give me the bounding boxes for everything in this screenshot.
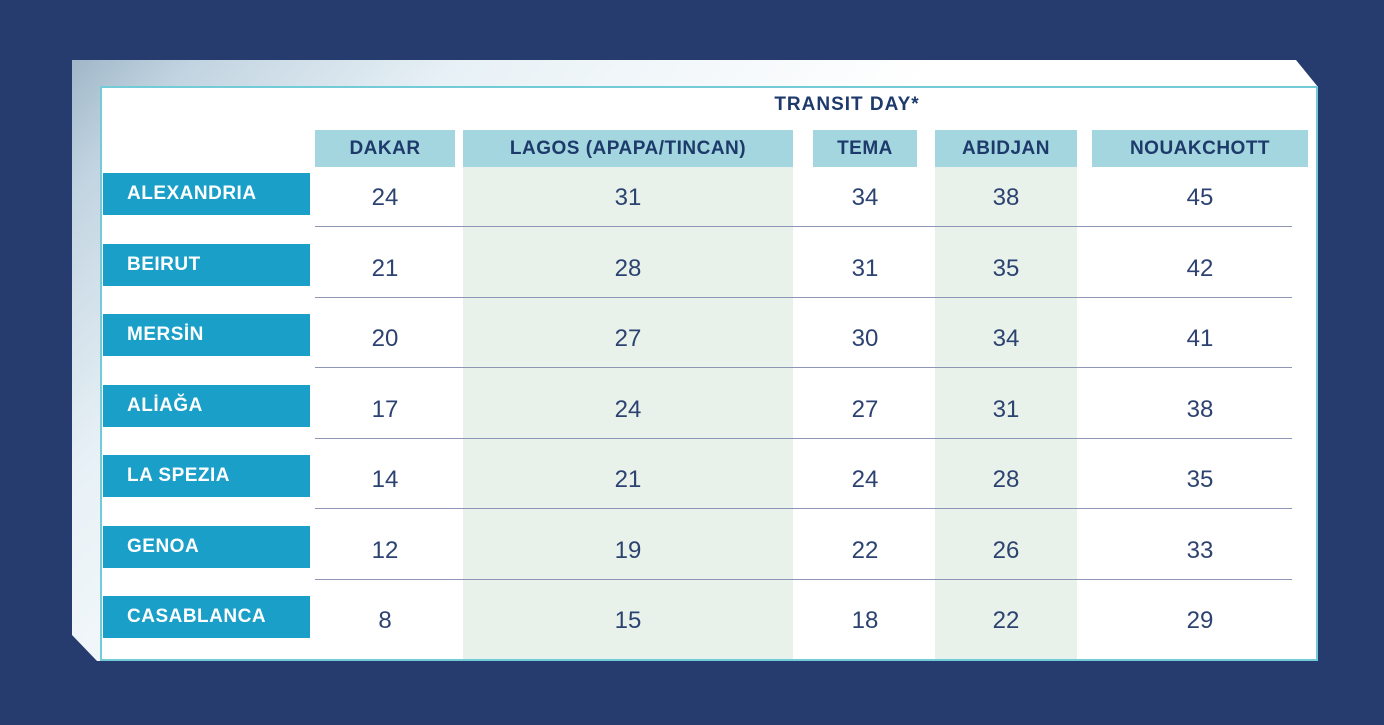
row-header-aliaga: ALİAĞA — [103, 384, 310, 427]
row-header-mersin: MERSİN — [103, 314, 310, 356]
value-cell: 42 — [1186, 254, 1214, 282]
value-cell: 45 — [1186, 184, 1214, 211]
value-cell: 19 — [614, 536, 642, 564]
value-cell: 20 — [371, 325, 399, 352]
row-divider — [315, 508, 1292, 509]
column-header-abidjan: ABIDJAN — [935, 130, 1077, 167]
value-cell: 8 — [378, 607, 392, 634]
table-title: TRANSIT DAY* — [774, 94, 920, 115]
value-cell: 17 — [371, 395, 399, 423]
value-cell: 18 — [851, 607, 879, 634]
value-cell: 38 — [992, 184, 1020, 211]
value-cell: 34 — [992, 325, 1020, 352]
value-cell: 27 — [614, 325, 642, 352]
value-cell: 31 — [614, 184, 642, 211]
row-header-alexandria: ALEXANDRIA — [103, 173, 310, 215]
value-cell: 38 — [1186, 395, 1214, 423]
value-cell: 12 — [371, 536, 399, 564]
value-cell: 24 — [851, 466, 879, 493]
value-cell: 34 — [851, 184, 879, 211]
transit-days-table-card: TRANSIT DAY* DAKAR LAGOS (APAPA/TINCAN) … — [100, 86, 1318, 661]
value-cell: 24 — [371, 184, 399, 211]
value-cell: 22 — [992, 607, 1020, 634]
value-cell: 31 — [851, 254, 879, 282]
value-cell: 14 — [371, 466, 399, 493]
row-header-la-spezia: LA SPEZIA — [103, 455, 310, 497]
row-divider — [315, 367, 1292, 368]
row-header-casablanca: CASABLANCA — [103, 596, 310, 638]
value-cell: 35 — [992, 254, 1020, 282]
value-cell: 31 — [992, 395, 1020, 423]
value-cell: 29 — [1186, 607, 1214, 634]
row-divider — [315, 296, 1292, 298]
value-cell: 27 — [851, 395, 879, 423]
value-cell: 28 — [992, 466, 1020, 493]
value-cell: 28 — [614, 254, 642, 282]
column-header-dakar: DAKAR — [315, 130, 455, 167]
value-cell: 41 — [1186, 325, 1214, 352]
value-cell: 21 — [614, 466, 642, 493]
highlight-band-lagos — [463, 167, 793, 659]
highlight-band-abidjan — [935, 167, 1077, 659]
value-cell: 33 — [1186, 536, 1214, 564]
value-cell: 22 — [851, 536, 879, 564]
column-header-tema: TEMA — [813, 130, 917, 167]
value-cell: 26 — [992, 536, 1020, 564]
value-cell: 24 — [614, 395, 642, 423]
column-header-nouakchott: NOUAKCHOTT — [1092, 130, 1308, 167]
row-divider — [315, 578, 1292, 580]
row-header-genoa: GENOA — [103, 525, 310, 568]
value-cell: 35 — [1186, 466, 1214, 493]
row-header-beirut: BEIRUT — [103, 243, 310, 286]
row-divider — [315, 226, 1292, 227]
value-cell: 15 — [614, 607, 642, 634]
column-header-lagos: LAGOS (APAPA/TINCAN) — [463, 130, 793, 167]
value-cell: 21 — [371, 254, 399, 282]
value-cell: 30 — [851, 325, 879, 352]
row-divider — [315, 437, 1292, 439]
